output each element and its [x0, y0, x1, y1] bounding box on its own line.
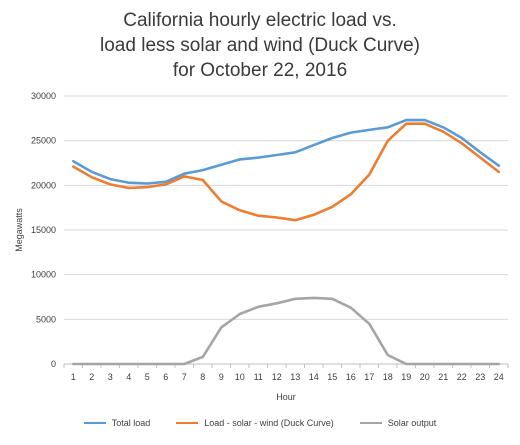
legend-item-solar-output: Solar output: [359, 418, 437, 428]
x-tick-label: 3: [108, 372, 113, 382]
x-tick-label: 5: [145, 372, 150, 382]
legend-swatch: [83, 421, 106, 425]
x-tick-label: 24: [494, 372, 504, 382]
y-tick-label: 5000: [36, 314, 56, 324]
x-tick-label: 16: [346, 372, 356, 382]
y-tick-label: 10000: [31, 270, 56, 280]
x-tick-label: 22: [457, 372, 467, 382]
x-tick-label: 6: [163, 372, 168, 382]
y-tick-label: 30000: [31, 91, 56, 101]
legend-swatch: [176, 421, 199, 425]
series-line: [72, 118, 501, 185]
chart-title-line: California hourly electric load vs.: [123, 10, 397, 31]
x-axis-ticks: 1 2 3 4 5 6 7 8 9 10 11 12 13 14 15 16 17 18 19 20 21 22 23 24: [63, 364, 509, 382]
chart-title-line: load less solar and wind (Duck Curve): [100, 35, 420, 56]
x-tick-label: 9: [219, 372, 224, 382]
chart-title-line: for October 22, 2016: [172, 60, 348, 81]
legend-swatch: [359, 421, 382, 425]
y-tick-label: 25000: [31, 136, 56, 146]
gridlines: [64, 95, 508, 320]
y-tick-label: 20000: [31, 180, 56, 190]
y-axis-label: Megawatts: [14, 208, 24, 252]
series-lines: [72, 118, 501, 366]
legend: Total load Load - solar - wind (Duck Cur…: [0, 418, 520, 428]
x-tick-label: 17: [364, 372, 374, 382]
legend-item-total-load: Total load: [83, 418, 151, 428]
x-tick-label: 10: [235, 372, 245, 382]
x-tick-label: 21: [438, 372, 448, 382]
x-axis-label: Hour: [276, 392, 296, 402]
x-tick-label: 12: [272, 372, 282, 382]
x-tick-label: 4: [126, 372, 131, 382]
x-tick-label: 13: [290, 372, 300, 382]
x-tick-label: 20: [420, 372, 430, 382]
x-tick-label: 18: [383, 372, 393, 382]
x-tick-label: 19: [401, 372, 411, 382]
legend-label: Load - solar - wind (Duck Curve): [204, 418, 334, 428]
x-tick-label: 11: [254, 372, 263, 382]
x-tick-label: 8: [200, 372, 205, 382]
y-tick-label: 0: [51, 359, 56, 369]
y-tick-label: 15000: [31, 225, 56, 235]
x-tick-label: 1: [71, 372, 76, 382]
x-tick-label: 15: [327, 372, 337, 382]
legend-item-duck-curve: Load - solar - wind (Duck Curve): [176, 418, 334, 428]
y-axis-ticks: 0 5000 10000 15000 20000 25000 30000: [31, 91, 56, 369]
x-tick-label: 14: [309, 372, 319, 382]
series-line: [72, 122, 501, 222]
legend-label: Total load: [111, 418, 151, 428]
chart-title: California hourly electric load vs. load…: [0, 8, 520, 83]
x-tick-label: 7: [182, 372, 187, 382]
legend-label: Solar output: [387, 418, 437, 428]
x-tick-label: 2: [89, 372, 94, 382]
series-line: [72, 296, 501, 366]
x-tick-label: 23: [475, 372, 485, 382]
